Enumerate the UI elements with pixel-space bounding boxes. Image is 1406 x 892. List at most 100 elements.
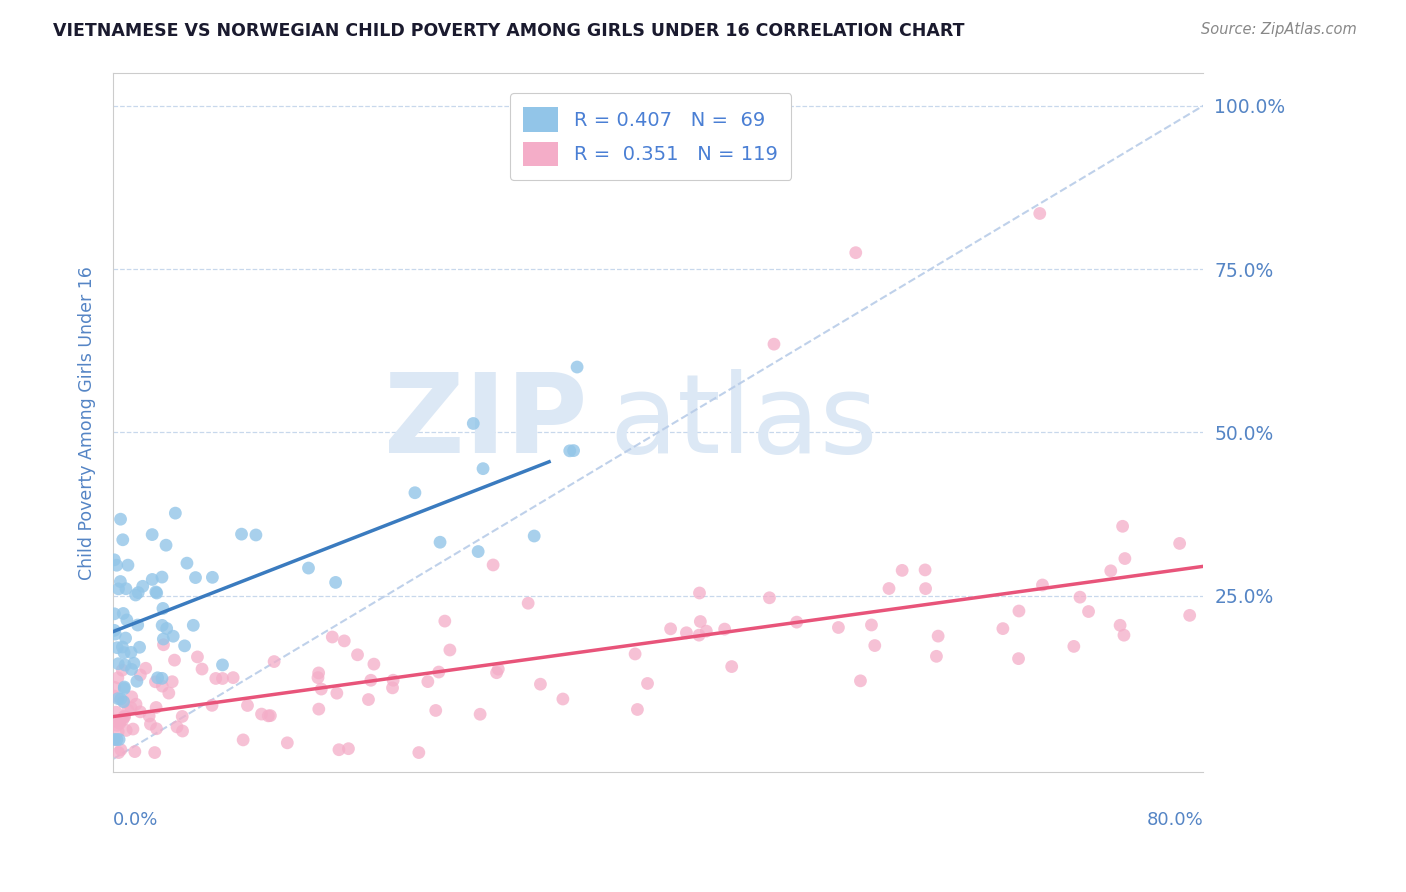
Point — [125, 674, 148, 689]
Point — [152, 638, 174, 652]
Point — [117, 558, 139, 573]
Point — [139, 717, 162, 731]
Point — [467, 544, 489, 558]
Point — [141, 527, 163, 541]
Point — [108, 716, 131, 731]
Point — [127, 618, 149, 632]
Point — [429, 535, 451, 549]
Point — [626, 702, 648, 716]
Point — [150, 618, 173, 632]
Point — [688, 628, 710, 642]
Point — [565, 359, 588, 374]
Point — [122, 722, 145, 736]
Point — [103, 553, 125, 567]
Point — [1109, 618, 1132, 632]
Point — [713, 622, 735, 636]
Point — [404, 485, 426, 500]
Point — [517, 596, 540, 610]
Point — [184, 571, 207, 585]
Point — [891, 563, 914, 577]
Point — [111, 640, 134, 654]
Point — [689, 586, 711, 600]
Point — [146, 671, 169, 685]
Point — [108, 732, 131, 747]
Point — [433, 614, 456, 628]
Point — [1112, 628, 1135, 642]
Point — [150, 671, 173, 685]
Point — [472, 461, 495, 475]
Point — [155, 538, 177, 552]
Point — [689, 615, 711, 629]
Point — [166, 720, 188, 734]
Point — [762, 337, 785, 351]
Point — [257, 709, 280, 723]
Point — [141, 573, 163, 587]
Point — [150, 679, 173, 693]
Point — [259, 708, 281, 723]
Point — [145, 700, 167, 714]
Point — [107, 657, 129, 671]
Point — [1063, 640, 1085, 654]
Point — [120, 645, 142, 659]
Point — [124, 588, 146, 602]
Point — [381, 681, 404, 695]
Point — [160, 674, 183, 689]
Point — [1111, 519, 1133, 533]
Point — [105, 718, 128, 732]
Point — [112, 695, 135, 709]
Point — [346, 648, 368, 662]
Point — [245, 528, 267, 542]
Point — [135, 661, 157, 675]
Point — [176, 556, 198, 570]
Point — [150, 570, 173, 584]
Point — [337, 741, 360, 756]
Point — [129, 668, 152, 682]
Point — [211, 672, 233, 686]
Point — [204, 672, 226, 686]
Point — [1007, 651, 1029, 665]
Point — [110, 692, 132, 706]
Point — [104, 681, 127, 695]
Point — [927, 629, 949, 643]
Point — [468, 707, 491, 722]
Point — [115, 613, 138, 627]
Point — [382, 673, 405, 688]
Point — [786, 615, 808, 629]
Point — [103, 607, 125, 621]
Text: VIETNAMESE VS NORWEGIAN CHILD POVERTY AMONG GIRLS UNDER 16 CORRELATION CHART: VIETNAMESE VS NORWEGIAN CHILD POVERTY AM… — [53, 22, 965, 40]
Point — [112, 709, 135, 723]
Point — [131, 579, 153, 593]
Point — [1099, 564, 1122, 578]
Point — [111, 663, 134, 677]
Point — [827, 620, 849, 634]
Point — [637, 676, 659, 690]
Point — [117, 703, 139, 717]
Point — [104, 627, 127, 641]
Point — [263, 655, 285, 669]
Point — [333, 633, 356, 648]
Point — [110, 512, 132, 526]
Y-axis label: Child Poverty Among Girls Under 16: Child Poverty Among Girls Under 16 — [79, 266, 96, 580]
Point — [105, 640, 128, 655]
Point — [308, 665, 330, 680]
Point — [201, 570, 224, 584]
Point — [124, 745, 146, 759]
Point — [103, 624, 125, 638]
Point — [157, 686, 180, 700]
Point — [191, 662, 214, 676]
Point — [103, 689, 125, 703]
Point — [695, 624, 717, 639]
Point — [103, 732, 125, 747]
Point — [1029, 206, 1052, 220]
Point — [181, 618, 204, 632]
Point — [145, 722, 167, 736]
Point — [112, 646, 135, 660]
Point — [1168, 536, 1191, 550]
Point — [551, 692, 574, 706]
Point — [107, 582, 129, 596]
Point — [110, 743, 132, 757]
Point — [914, 582, 936, 596]
Point — [863, 639, 886, 653]
Point — [845, 245, 868, 260]
Text: Source: ZipAtlas.com: Source: ZipAtlas.com — [1201, 22, 1357, 37]
